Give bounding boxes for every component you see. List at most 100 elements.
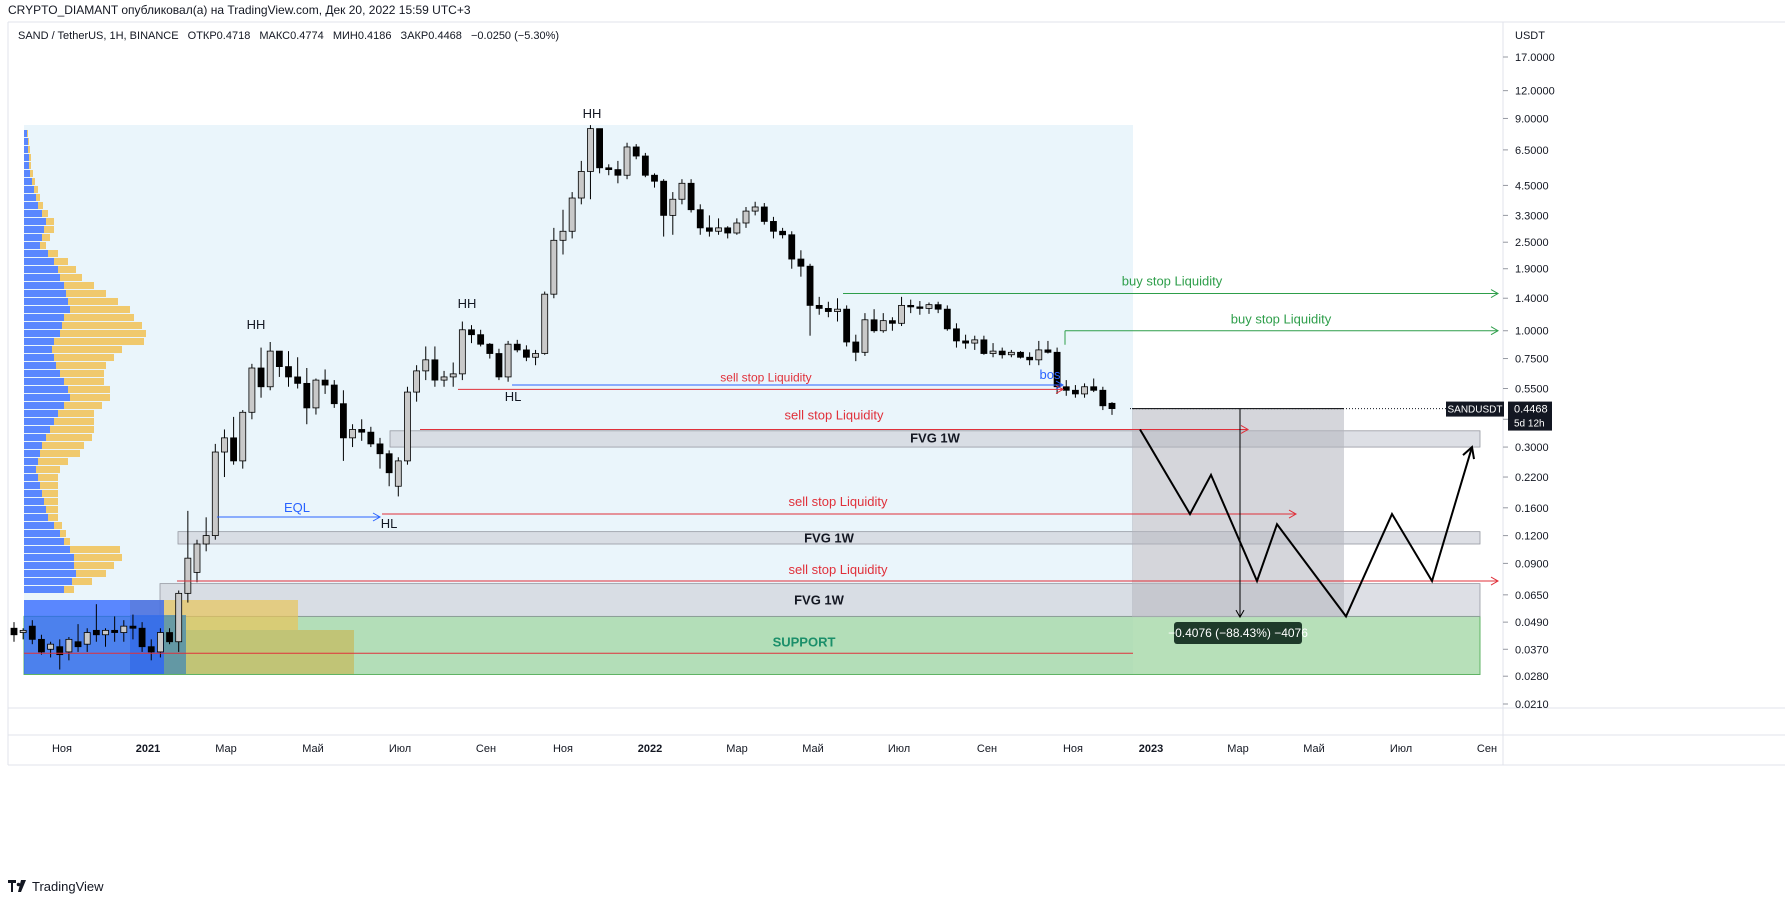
year-tick-label: 2021 xyxy=(136,743,160,755)
candle xyxy=(358,419,366,441)
candle xyxy=(669,192,677,235)
sell-stop-line-3-head xyxy=(1288,509,1298,519)
volume-profile-bar-blue xyxy=(24,426,50,433)
candle xyxy=(715,218,722,235)
volume-profile-bar-blue xyxy=(24,506,46,513)
candle xyxy=(65,637,73,661)
hl-label-2: HL xyxy=(381,516,398,531)
candle-body-up xyxy=(83,632,91,645)
volume-profile-bar-blue xyxy=(24,386,68,393)
candle-body-up xyxy=(733,222,741,234)
candle xyxy=(925,302,933,314)
close-value: ЗАКР0.4468 xyxy=(400,30,462,42)
candle-body-down xyxy=(1108,402,1116,409)
volume-profile-bar-blue xyxy=(24,314,64,321)
candle-body-up xyxy=(413,370,421,393)
candle xyxy=(19,628,27,640)
candle xyxy=(577,160,585,205)
volume-profile-bar-yellow xyxy=(36,194,40,201)
buy-stop-label-1: buy stop Liquidity xyxy=(1122,274,1223,289)
candle xyxy=(486,343,494,359)
volume-profile-bar-blue xyxy=(24,322,62,329)
candle-body-down xyxy=(28,625,36,640)
candle xyxy=(495,348,503,381)
hh-label-1: HH xyxy=(247,317,266,332)
candle xyxy=(1044,340,1052,354)
candle xyxy=(184,510,192,603)
candle xyxy=(806,263,814,336)
author-name[interactable]: CRYPTO_DIAMANT xyxy=(8,3,119,17)
volume-profile-bar-blue xyxy=(24,442,42,449)
volume-profile-bar-yellow xyxy=(64,282,94,289)
footer-brand[interactable]: TradingView xyxy=(8,876,104,896)
volume-profile-bar-yellow xyxy=(60,370,104,377)
candle-body-up xyxy=(577,171,585,199)
candle xyxy=(788,231,796,269)
candle-body-down xyxy=(513,343,521,351)
volume-profile-bar-yellow xyxy=(70,546,120,553)
candle-body-down xyxy=(1090,386,1098,391)
candle xyxy=(156,628,164,658)
volume-profile-bar-yellow xyxy=(34,186,38,193)
candle-body-up xyxy=(404,391,411,462)
candle xyxy=(980,335,988,355)
volume-profile-bar-blue xyxy=(24,234,42,241)
volume-profile-bar-yellow xyxy=(46,218,54,225)
candle-body-up xyxy=(550,239,558,295)
price-tick-label: 1.0000 xyxy=(1515,326,1549,338)
volume-profile-bar-blue xyxy=(24,466,36,473)
candle-body-down xyxy=(166,632,173,643)
volume-profile-bar-yellow xyxy=(60,330,146,337)
candle xyxy=(623,142,631,180)
candle xyxy=(678,179,686,205)
candle-body-up xyxy=(193,543,201,573)
measure-label: −0.4076 (−88.43%) −4076 xyxy=(1168,626,1308,640)
candle-body-down xyxy=(806,265,814,306)
price-tick-label: 9.0000 xyxy=(1515,113,1549,125)
volume-profile-bar-blue xyxy=(24,578,72,585)
month-tick-label: Май xyxy=(802,743,824,755)
candle-body-down xyxy=(641,155,649,176)
candle xyxy=(47,641,54,658)
candle xyxy=(294,357,302,389)
candle-body-up xyxy=(248,367,256,413)
candle xyxy=(742,206,750,228)
volume-profile-bar-yellow xyxy=(70,306,130,313)
price-tick-label: 0.0490 xyxy=(1515,617,1549,629)
candle xyxy=(751,201,759,216)
price-tick-label: 0.7500 xyxy=(1515,354,1549,366)
volume-profile-bar-blue xyxy=(24,394,70,401)
volume-profile-bar-blue xyxy=(24,554,74,561)
bos-line-head xyxy=(1055,380,1065,390)
month-tick-label: Мар xyxy=(215,743,237,755)
candle-body-down xyxy=(1044,349,1052,353)
candle xyxy=(285,351,292,387)
volume-profile-bar-blue xyxy=(24,490,42,497)
month-tick-label: Июл xyxy=(1390,743,1412,755)
candle xyxy=(147,639,155,661)
candle xyxy=(504,340,512,382)
volume-profile-bar-blue xyxy=(24,242,40,249)
candle-body-up xyxy=(120,625,128,633)
candle-body-up xyxy=(422,359,430,372)
candle-body-down xyxy=(696,209,704,229)
candle xyxy=(898,296,905,327)
volume-profile-bar-yellow xyxy=(56,362,106,369)
candle xyxy=(513,339,521,353)
volume-profile-bar-yellow xyxy=(42,210,48,217)
volume-profile-bar-blue xyxy=(24,530,60,537)
candle xyxy=(779,227,786,239)
candle xyxy=(971,335,979,350)
symbol-title[interactable]: SAND / TetherUS, 1Н, BINANCE xyxy=(18,30,179,42)
volume-profile-bar-yellow xyxy=(38,474,58,481)
volume-profile-bar-yellow xyxy=(60,530,66,537)
candle-body-down xyxy=(614,169,622,176)
candle xyxy=(248,363,256,420)
candle-body-up xyxy=(202,535,210,545)
candle-body-up xyxy=(211,451,219,536)
volume-profile-bar-yellow xyxy=(62,322,142,329)
candle-body-up xyxy=(879,320,887,332)
candle-body-up xyxy=(65,638,73,653)
volume-profile-bar-blue xyxy=(24,338,54,345)
